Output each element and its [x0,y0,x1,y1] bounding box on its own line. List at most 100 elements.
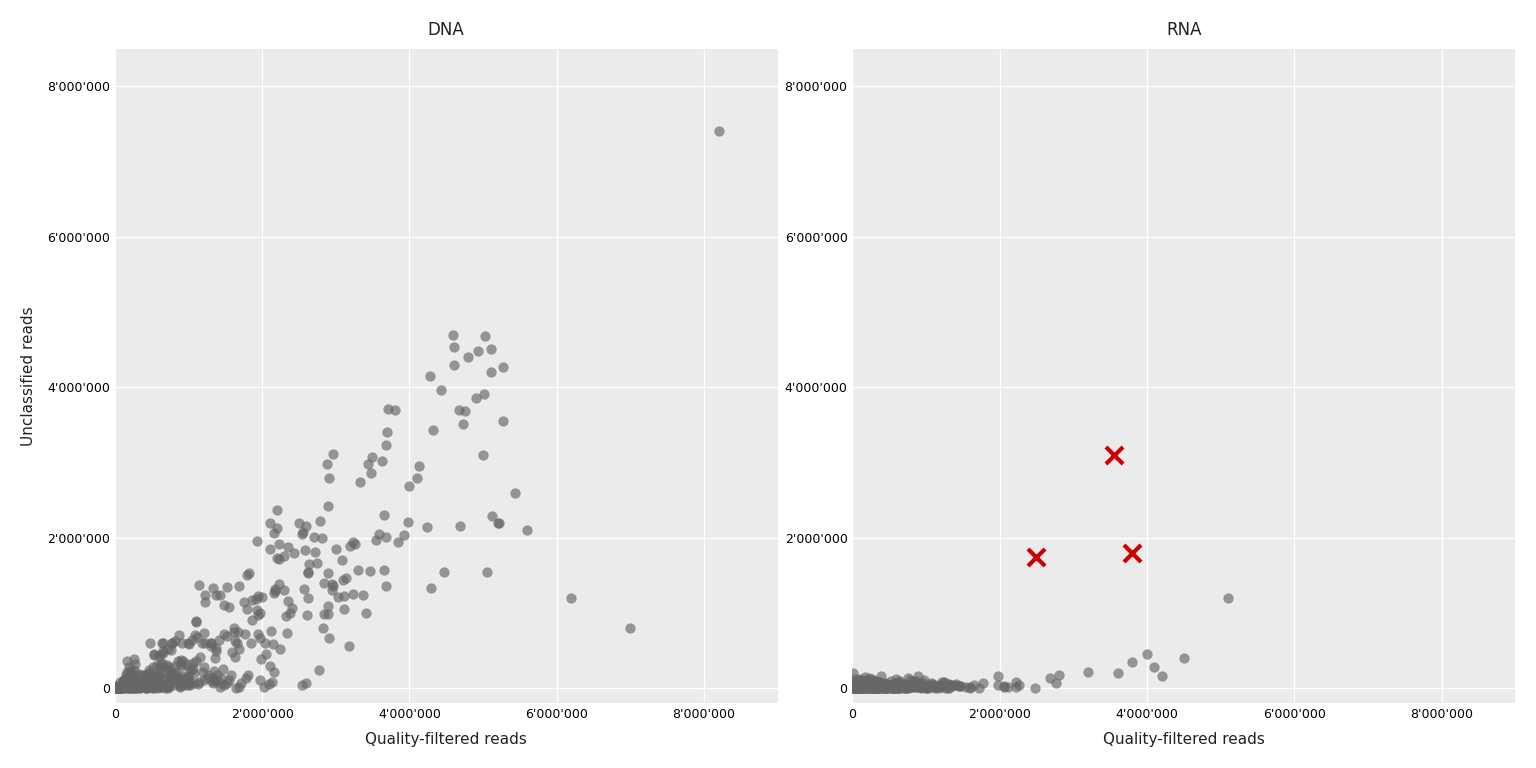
Point [143,680,167,693]
Point [515,524,539,536]
Point [280,602,304,614]
Point [862,682,886,694]
Point [840,682,865,694]
Point [135,677,160,690]
Point [151,637,175,649]
Point [880,682,905,694]
Point [108,681,132,694]
Point [121,672,146,684]
Point [118,677,143,690]
Point [845,677,869,690]
Point [258,542,283,554]
Point [160,667,184,680]
Point [373,531,398,543]
Point [888,681,912,694]
Point [842,681,866,694]
Point [954,680,978,693]
Point [200,675,224,687]
Point [111,680,135,693]
Point [104,680,129,693]
Point [120,670,144,683]
Point [845,682,869,694]
Point [843,679,868,691]
Y-axis label: Unclassified reads: Unclassified reads [22,306,35,445]
Point [905,681,929,694]
Point [114,679,138,691]
Point [118,677,143,689]
Point [889,680,914,693]
Point [144,680,169,692]
Point [244,593,269,605]
Point [885,680,909,693]
Point [396,480,421,492]
Point [137,681,161,694]
Point [856,677,880,690]
Point [151,637,175,649]
Point [112,674,137,687]
Point [316,472,341,484]
Point [849,681,874,694]
Point [869,681,894,694]
Point [249,591,273,603]
Point [869,681,894,694]
Point [132,680,157,693]
Point [212,598,237,611]
Point [860,681,885,694]
Point [104,682,129,694]
Point [1149,670,1174,682]
Point [900,679,925,691]
Point [247,674,272,686]
Point [108,681,132,694]
Point [920,680,945,693]
Point [303,546,327,558]
Point [154,677,178,690]
Point [186,678,210,690]
Point [346,564,370,576]
Point [106,680,131,693]
Point [108,682,132,694]
Point [249,652,273,664]
Point [273,610,298,622]
Point [854,674,879,687]
Point [848,682,872,694]
Point [359,450,384,462]
Point [183,667,207,679]
Point [874,680,899,692]
Point [111,681,135,694]
Point [194,596,218,608]
Point [151,644,175,657]
Point [258,517,283,529]
Point [177,662,201,674]
Point [332,603,356,615]
Point [848,680,872,693]
Point [877,680,902,693]
Point [194,637,218,649]
Point [104,682,129,694]
Point [295,609,319,621]
Point [871,680,895,692]
Point [852,679,877,691]
Point [869,681,894,694]
Point [290,525,315,538]
Point [215,581,240,593]
Point [121,680,146,693]
Point [849,681,874,694]
Point [233,671,258,684]
Point [929,680,954,693]
Point [937,682,962,694]
Point [117,680,141,693]
Point [962,678,986,690]
Point [246,609,270,621]
Point [1044,677,1069,690]
Point [842,679,866,691]
Point [115,665,140,677]
Point [175,670,200,682]
Point [117,666,141,678]
Point [849,681,874,694]
Point [263,584,287,597]
Point [117,661,141,674]
Point [848,680,872,693]
Point [149,680,174,693]
Point [121,680,146,693]
Point [275,595,300,607]
